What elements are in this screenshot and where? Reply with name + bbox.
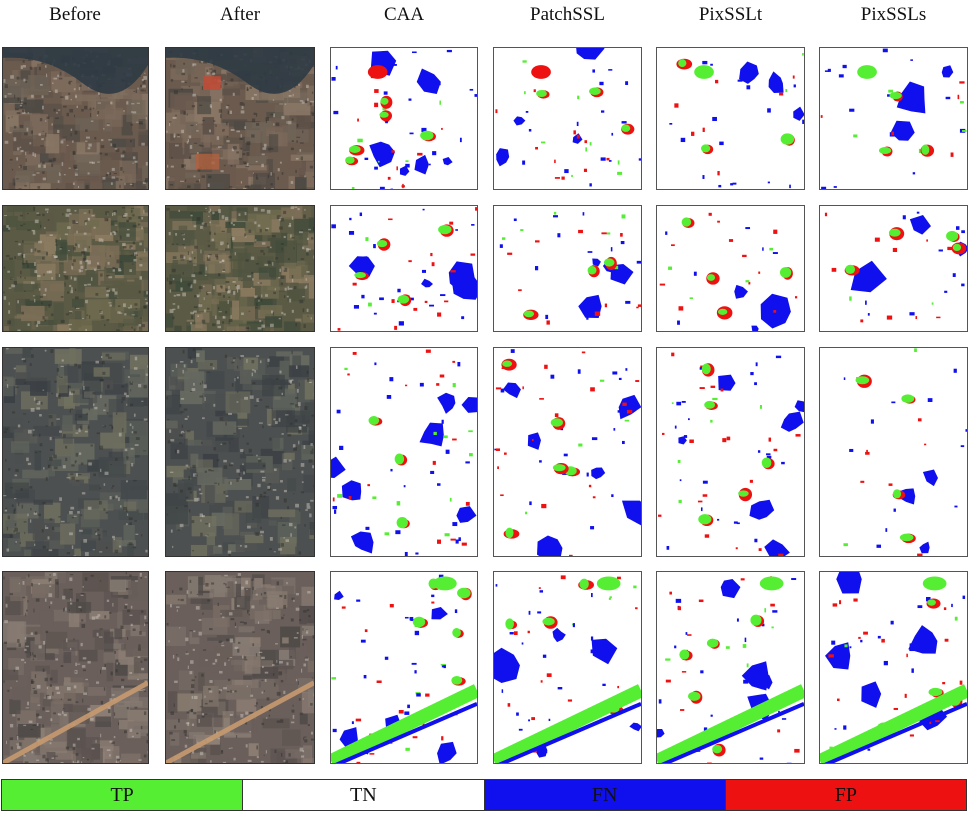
legend-bar: TP TN FN FP (1, 779, 967, 811)
change-map-graphic-patchssl-row-4 (494, 575, 641, 763)
change-map-pixssls-row-2 (819, 205, 968, 332)
change-map-graphic-pixsslt-row-2 (659, 212, 798, 331)
legend-tn-label: TN (350, 783, 377, 806)
change-map-patchssl-row-2 (493, 205, 642, 332)
legend-tp-label: TP (110, 783, 134, 806)
image-before-row-4 (2, 571, 149, 764)
column-header-pixssls: PixSSLs (860, 4, 927, 25)
image-before-row-1 (2, 47, 149, 190)
change-map-caa-row-4 (330, 571, 478, 764)
satellite-image-after-row-2 (166, 206, 314, 331)
satellite-image-before-row-2 (3, 206, 148, 331)
change-map-graphic-pixssls-row-1 (820, 48, 967, 189)
change-map-pixsslt-row-2 (656, 205, 805, 332)
change-map-pixssls-row-1 (819, 47, 968, 190)
legend-fn-label: FN (591, 783, 618, 806)
column-header-patchssl: PatchSSL (530, 4, 605, 25)
change-map-pixssls-row-3 (819, 347, 968, 557)
change-map-graphic-caa-row-4 (331, 574, 477, 763)
change-map-graphic-caa-row-3 (331, 349, 477, 556)
satellite-image-after-row-4 (166, 572, 314, 763)
change-map-graphic-patchssl-row-1 (495, 48, 641, 187)
change-map-caa-row-1 (330, 47, 478, 190)
legend-tn: TN (243, 780, 485, 810)
satellite-image-before-row-1 (3, 48, 148, 189)
image-after-row-1 (165, 47, 315, 190)
image-before-row-2 (2, 205, 149, 332)
image-before-row-3 (2, 347, 149, 557)
satellite-image-after-row-3 (166, 348, 314, 556)
change-map-patchssl-row-4 (493, 571, 642, 764)
change-map-graphic-pixssls-row-3 (843, 348, 967, 556)
legend-fn: FN (484, 780, 726, 810)
satellite-image-before-row-3 (3, 348, 148, 556)
image-after-row-2 (165, 205, 315, 332)
column-header-before: Before (49, 4, 101, 25)
change-map-graphic-caa-row-1 (331, 49, 477, 189)
change-map-graphic-pixsslt-row-4 (657, 576, 804, 763)
change-map-graphic-pixsslt-row-1 (669, 52, 804, 189)
change-map-graphic-pixssls-row-2 (824, 211, 967, 323)
image-after-row-4 (165, 571, 315, 764)
legend-fp-label: FP (834, 783, 857, 806)
change-map-graphic-caa-row-2 (331, 207, 477, 331)
change-map-caa-row-3 (330, 347, 478, 557)
change-map-graphic-patchssl-row-3 (494, 349, 641, 556)
change-map-pixsslt-row-1 (656, 47, 805, 190)
satellite-image-after-row-1 (166, 48, 314, 189)
column-header-after: After (219, 4, 261, 25)
column-header-pixsslt: PixSSLt (698, 4, 763, 25)
change-map-graphic-pixssls-row-4 (820, 572, 967, 763)
satellite-image-before-row-4 (3, 572, 148, 763)
change-map-pixssls-row-4 (819, 571, 968, 764)
change-map-pixsslt-row-3 (656, 347, 805, 557)
change-map-graphic-patchssl-row-2 (499, 211, 641, 325)
change-map-caa-row-2 (330, 205, 478, 332)
change-map-patchssl-row-3 (493, 347, 642, 557)
change-map-graphic-pixsslt-row-3 (658, 352, 804, 556)
image-after-row-3 (165, 347, 315, 557)
change-map-pixsslt-row-4 (656, 571, 805, 764)
legend-tp: TP (2, 780, 244, 810)
column-header-caa: CAA (383, 4, 425, 25)
change-map-patchssl-row-1 (493, 47, 642, 190)
legend-fp: FP (725, 780, 966, 810)
